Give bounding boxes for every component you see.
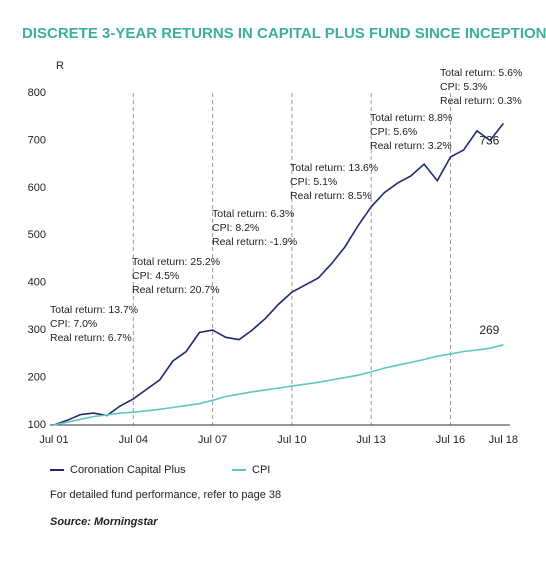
legend-label: CPI: [252, 464, 270, 476]
end-value-label: 736: [479, 134, 499, 148]
annotation: Real return: 20.7%: [132, 284, 220, 296]
annotation: CPI: 5.6%: [370, 126, 417, 138]
x-tick-label: Jul 07: [198, 434, 227, 446]
y-tick-label: 100: [28, 419, 46, 431]
x-tick-label: Jul 18: [489, 434, 518, 446]
annotation: CPI: 8.2%: [212, 222, 259, 234]
annotation: Real return: 8.5%: [290, 190, 372, 202]
annotation: Real return: 3.2%: [370, 140, 452, 152]
x-tick-label: Jul 16: [436, 434, 465, 446]
source: Source: Morningstar: [50, 516, 158, 528]
annotation: Total return: 25.2%: [132, 256, 220, 268]
x-tick-label: Jul 04: [119, 434, 148, 446]
y-tick-label: 500: [28, 229, 46, 241]
y-axis-label: R: [56, 60, 64, 72]
y-tick-label: 300: [28, 324, 46, 336]
annotation: Total return: 8.8%: [370, 112, 452, 124]
annotation: CPI: 7.0%: [50, 318, 97, 330]
annotation: Total return: 13.7%: [50, 304, 138, 316]
series-line: [53, 122, 505, 426]
x-tick-label: Jul 01: [39, 434, 68, 446]
annotation: CPI: 5.3%: [440, 81, 487, 93]
annotation: Real return: -1.9%: [212, 236, 297, 248]
chart-title: DISCRETE 3-YEAR RETURNS IN CAPITAL PLUS …: [22, 25, 546, 42]
end-value-label: 269: [479, 323, 499, 337]
annotation: CPI: 5.1%: [290, 176, 337, 188]
series-line: [53, 344, 504, 426]
annotation: Real return: 0.3%: [440, 95, 522, 107]
footnote: For detailed fund performance, refer to …: [50, 489, 281, 501]
y-tick-label: 800: [28, 87, 46, 99]
y-tick-label: 200: [28, 371, 46, 383]
legend-label: Coronation Capital Plus: [70, 464, 186, 476]
annotation: CPI: 4.5%: [132, 270, 179, 282]
annotation: Real return: 6.7%: [50, 332, 132, 344]
y-tick-label: 400: [28, 277, 46, 289]
y-tick-label: 700: [28, 134, 46, 146]
annotation: Total return: 5.6%: [440, 67, 522, 79]
annotation: Total return: 6.3%: [212, 208, 294, 220]
annotation: Total return: 13.6%: [290, 162, 378, 174]
y-tick-label: 600: [28, 182, 46, 194]
x-tick-label: Jul 13: [357, 434, 386, 446]
x-tick-label: Jul 10: [277, 434, 306, 446]
